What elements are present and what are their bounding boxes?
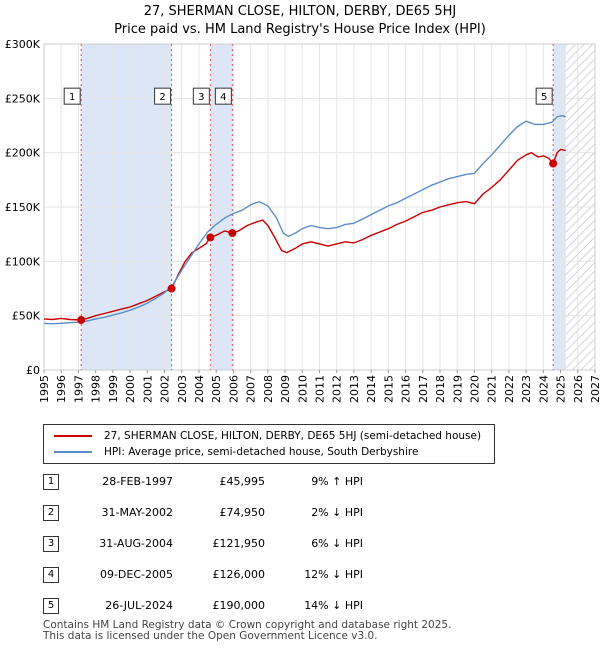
sale-label-box: [214, 87, 232, 105]
sale-row: 3 31-AUG-2004 £121,950 6% ↓ HPI: [43, 532, 563, 556]
x-tick-label: 1997: [72, 375, 85, 403]
x-tick-label: 2012: [331, 375, 344, 403]
x-tick-label: 2018: [434, 375, 447, 403]
sale-label-text: 1: [69, 92, 75, 103]
sale-date: 28-FEB-1997: [102, 475, 173, 488]
sale-date: 09-DEC-2005: [99, 568, 173, 581]
sale-marker: [549, 159, 558, 168]
sale-hpi-diff: 2% ↓ HPI: [311, 506, 363, 519]
x-tick-label: 2021: [486, 375, 499, 403]
legend-item-hpi: HPI: Average price, semi-detached house,…: [54, 444, 418, 460]
x-tick-label: 2013: [348, 375, 361, 403]
sale-number-badge: 3: [43, 536, 59, 552]
x-tick-label: 2000: [124, 375, 137, 403]
sale-label-box: [192, 87, 210, 105]
footer-attribution: Contains HM Land Registry data © Crown c…: [43, 620, 451, 642]
x-tick-label: 1996: [55, 375, 68, 403]
footer-line-1: Contains HM Land Registry data © Crown c…: [43, 619, 452, 631]
sale-price: £74,950: [219, 506, 266, 519]
x-tick-label: 2010: [296, 375, 309, 403]
x-tick-label: 2008: [262, 375, 275, 403]
price-series-line: [43, 148, 566, 321]
sale-price: £45,995: [219, 475, 266, 488]
sale-date: 26-JUL-2024: [105, 599, 173, 612]
sale-hpi-diff: 14% ↓ HPI: [304, 599, 363, 612]
y-tick-label: £50K: [12, 310, 41, 323]
x-tick-label: 2022: [503, 375, 516, 403]
y-tick-label: £250K: [5, 92, 41, 105]
legend-swatch-hpi: [54, 451, 92, 453]
hpi-series-line: [43, 115, 566, 325]
x-tick-label: 2020: [468, 375, 481, 403]
sale-label-box: [63, 87, 81, 105]
sale-row: 1 28-FEB-1997 £45,995 9% ↑ HPI: [43, 470, 563, 494]
x-tick-label: 2027: [589, 375, 600, 403]
sale-price: £126,000: [212, 568, 266, 581]
x-tick-label: 1999: [107, 375, 120, 403]
sale-number-badge: 4: [43, 567, 59, 583]
x-tick-label: 2003: [176, 375, 189, 403]
sale-row: 5 26-JUL-2024 £190,000 14% ↓ HPI: [43, 594, 563, 618]
legend-item-price: 27, SHERMAN CLOSE, HILTON, DERBY, DE65 5…: [54, 428, 481, 444]
x-tick-label: 2009: [279, 375, 292, 403]
sale-label-box: [154, 87, 172, 105]
x-tick-label: 2014: [365, 375, 378, 403]
sale-date: 31-MAY-2002: [101, 506, 173, 519]
sale-marker: [77, 316, 86, 325]
sale-price: £190,000: [212, 599, 266, 612]
sale-label-text: 5: [541, 92, 547, 103]
x-tick-label: 2011: [314, 375, 327, 403]
chart-title: 27, SHERMAN CLOSE, HILTON, DERBY, DE65 5…: [143, 4, 457, 19]
y-tick-label: £150K: [5, 201, 41, 214]
y-tick-label: £0: [26, 364, 40, 377]
x-tick-label: 1995: [38, 375, 51, 403]
sale-marker: [228, 229, 237, 238]
chart-subtitle: Price paid vs. HM Land Registry's House …: [114, 22, 486, 37]
x-tick-label: 2001: [141, 375, 154, 403]
sale-label-text: 2: [159, 92, 165, 103]
sale-price: £121,950: [212, 537, 266, 550]
legend-label-price: 27, SHERMAN CLOSE, HILTON, DERBY, DE65 5…: [104, 430, 482, 442]
legend-swatch-price: [54, 435, 92, 437]
sale-number-badge: 1: [43, 474, 59, 490]
x-tick-label: 2016: [400, 375, 413, 403]
sale-marker: [167, 284, 176, 293]
sale-label-box: [535, 87, 553, 105]
x-tick-label: 2019: [451, 375, 464, 403]
x-tick-label: 2026: [572, 375, 585, 403]
sale-label-text: 4: [220, 92, 226, 103]
x-tick-label: 2002: [159, 375, 172, 403]
sale-row: 2 31-MAY-2002 £74,950 2% ↓ HPI: [43, 501, 563, 525]
sale-hpi-diff: 12% ↓ HPI: [304, 568, 363, 581]
x-tick-label: 1998: [90, 375, 103, 403]
sale-row: 4 09-DEC-2005 £126,000 12% ↓ HPI: [43, 563, 563, 587]
x-tick-label: 2023: [520, 375, 533, 403]
y-tick-label: £300K: [5, 38, 41, 51]
x-tick-label: 2005: [210, 375, 223, 403]
x-tick-label: 2017: [417, 375, 430, 403]
sale-number-badge: 2: [43, 505, 59, 521]
y-tick-label: £200K: [5, 147, 41, 160]
footer-line-2: This data is licensed under the Open Gov…: [43, 630, 378, 642]
x-tick-label: 2025: [555, 375, 568, 403]
x-tick-label: 2024: [537, 375, 550, 403]
legend-label-hpi: HPI: Average price, semi-detached house,…: [104, 446, 419, 458]
sale-hpi-diff: 9% ↑ HPI: [311, 475, 363, 488]
sale-label-text: 3: [198, 92, 204, 103]
y-tick-label: £100K: [5, 255, 41, 268]
chart-legend: 27, SHERMAN CLOSE, HILTON, DERBY, DE65 5…: [43, 424, 495, 464]
sale-marker: [206, 233, 215, 242]
x-tick-label: 2007: [245, 375, 258, 403]
sale-hpi-diff: 6% ↓ HPI: [311, 537, 363, 550]
price-chart: 1 2 3 4 5 £0 £50K £100K £150K £200K £250K £300K 1995…: [5, 38, 600, 403]
x-tick-label: 2006: [227, 375, 240, 403]
sale-number-badge: 5: [43, 598, 59, 614]
x-tick-label: 2015: [382, 375, 395, 403]
sale-date: 31-AUG-2004: [99, 537, 173, 550]
x-tick-label: 2004: [193, 375, 206, 403]
